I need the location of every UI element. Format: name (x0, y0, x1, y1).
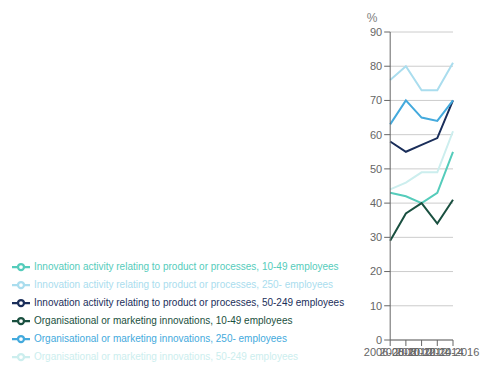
svg-text:60: 60 (370, 129, 382, 141)
svg-text:20: 20 (370, 265, 382, 277)
svg-text:70: 70 (370, 94, 382, 106)
svg-text:90: 90 (370, 26, 382, 38)
svg-text:%: % (367, 11, 378, 25)
svg-text:30: 30 (370, 231, 382, 243)
svg-text:0: 0 (376, 334, 382, 346)
html-text:Organisational or marketing in: Organisational or marketing innovations,… (34, 314, 293, 326)
html-text:Innovation activity relating t: Innovation activity relating to product … (34, 278, 334, 290)
html-text:Innovation activity relating t: Innovation activity relating to product … (34, 296, 345, 308)
svg-text:2014-2016: 2014-2016 (427, 346, 480, 358)
html-text:Organisational or marketing in: Organisational or marketing innovations,… (34, 332, 287, 344)
svg-text:40: 40 (370, 197, 382, 209)
html-text:Innovation activity relating t: Innovation activity relating to product … (34, 260, 339, 272)
html-text:Organisational or marketing in: Organisational or marketing innovations,… (34, 350, 298, 362)
svg-text:10: 10 (370, 300, 382, 312)
svg-text:80: 80 (370, 60, 382, 72)
svg-text:50: 50 (370, 163, 382, 175)
